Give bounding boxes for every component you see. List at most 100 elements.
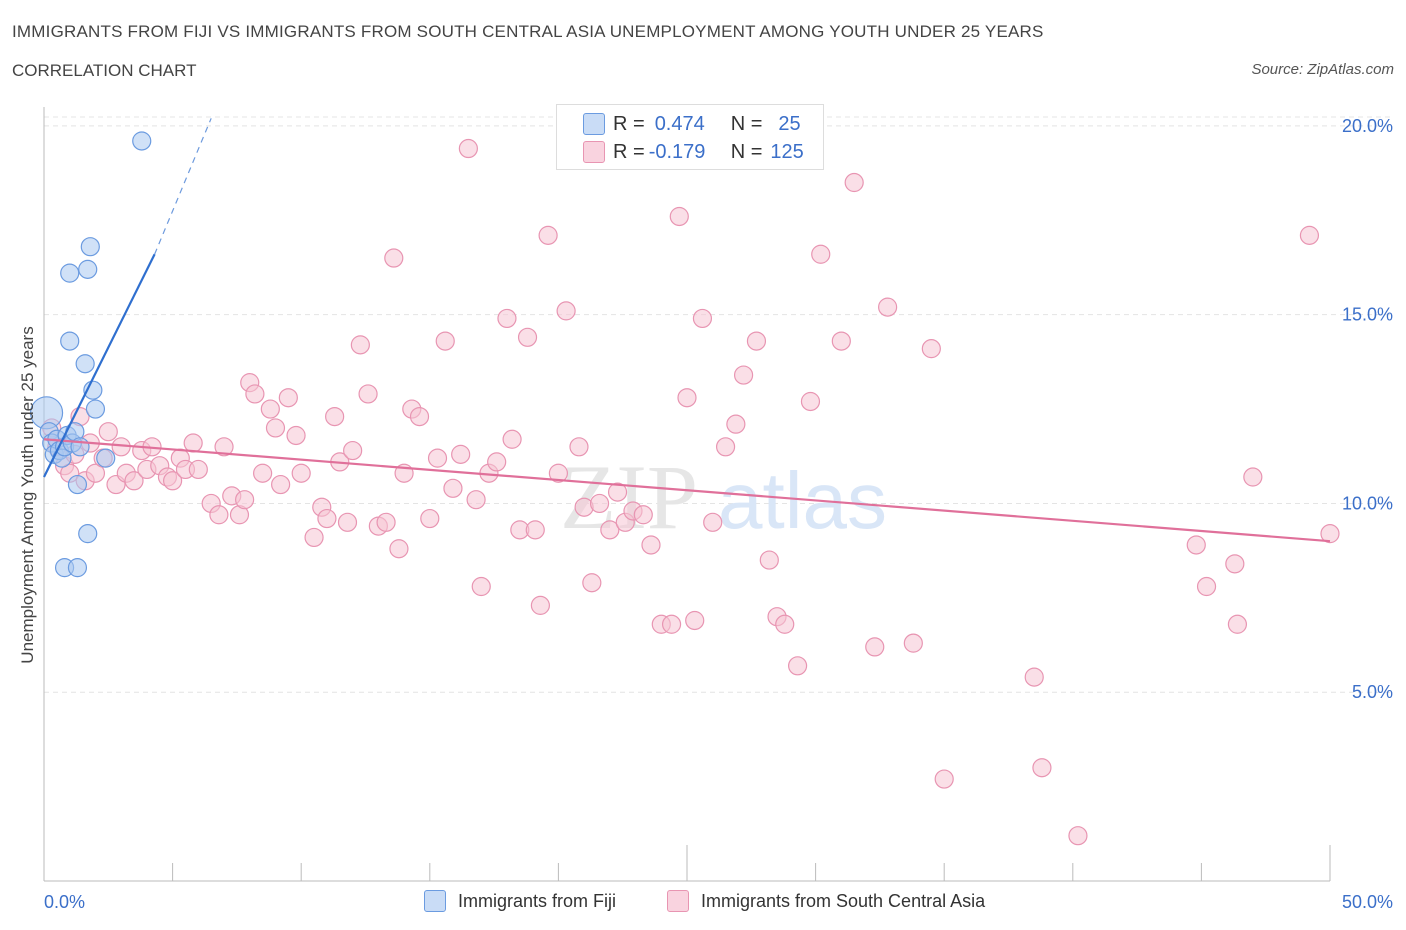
sca-point (641, 535, 661, 555)
sca-n-value: 125 (770, 140, 804, 163)
sca-point (350, 335, 370, 355)
fiji-point (60, 331, 80, 351)
sca-point (209, 505, 229, 525)
fiji-r-label: R = (613, 112, 645, 135)
y-tick-label: 20.0% (1342, 116, 1393, 136)
legend-row-fiji: R = 0.474 N = 25 (583, 113, 801, 135)
sca-point (291, 463, 311, 483)
sca-point (726, 414, 746, 434)
bottom-legend-sca: Immigrants from South Central Asia (667, 888, 985, 914)
sca-point (525, 520, 545, 540)
sca-point (831, 331, 851, 351)
sca-point (304, 527, 324, 548)
sca-point (569, 437, 589, 457)
y-axis-label: Unemployment Among Youth under 25 years (18, 326, 37, 664)
sca-point (865, 637, 885, 657)
sca-point (1196, 576, 1217, 597)
sca-point (685, 610, 705, 631)
legend-row-sca: R = -0.179 N = 125 (583, 141, 804, 163)
fiji-point (85, 399, 106, 419)
sca-point (1225, 554, 1245, 574)
sca-point (733, 365, 754, 385)
sca-point (517, 327, 538, 347)
sca-point (85, 463, 106, 483)
sca-point (376, 512, 396, 532)
sca-point (903, 633, 923, 653)
sca-point (435, 331, 455, 351)
sca-point (715, 437, 736, 457)
fiji-n-label: N = (730, 112, 763, 135)
y-tick-label: 5.0% (1352, 682, 1393, 702)
sca-r-value: -0.179 (648, 140, 706, 163)
watermark-atlas: atlas (718, 456, 887, 545)
sca-point (163, 471, 183, 491)
sca-point (183, 433, 203, 453)
fiji-n-value: 25 (778, 112, 801, 135)
sca-point (878, 297, 898, 317)
sca-point (1186, 535, 1206, 555)
sca-point (214, 437, 234, 457)
sca-point (253, 463, 273, 483)
sca-point (1299, 225, 1320, 245)
watermark-zip: ZIP (560, 446, 698, 548)
sca-point (420, 508, 440, 529)
sca-point (98, 422, 118, 442)
fiji-point (80, 237, 100, 257)
fiji-point (67, 558, 88, 578)
sca-point (286, 425, 306, 446)
y-tick-label: 15.0% (1342, 305, 1393, 325)
sca-point (384, 248, 404, 268)
fiji-point (132, 131, 152, 151)
sca-point (692, 308, 713, 329)
fiji-point (96, 448, 116, 468)
sca-point (589, 493, 610, 514)
sca-point (1032, 758, 1052, 778)
sca-point (265, 418, 286, 438)
sca-point (271, 474, 291, 495)
stats-legend: R = 0.474 N = 25 R = -0.179 N = 125 (556, 104, 824, 170)
bottom-fiji-swatch (424, 890, 446, 912)
y-tick-label: 10.0% (1342, 493, 1393, 513)
sca-point (427, 448, 448, 468)
sca-point (844, 172, 864, 193)
sca-point (343, 440, 363, 461)
sca-point (677, 388, 697, 408)
sca-point (188, 459, 208, 480)
sca-point (800, 391, 821, 412)
sca-point (582, 573, 602, 593)
sca-point (497, 308, 517, 329)
sca-point (1320, 524, 1340, 544)
sca-n-label: N = (730, 140, 763, 163)
sca-r-label: R = (613, 140, 645, 163)
sca-point (787, 656, 808, 676)
sca-point (746, 331, 767, 351)
sca-point (934, 769, 954, 789)
fiji-point (67, 474, 88, 495)
sca-point (811, 244, 831, 264)
gridlines (44, 116, 1390, 693)
fiji-point (78, 259, 98, 279)
sca-point (759, 550, 779, 570)
x-tick-label: 0.0% (44, 892, 85, 912)
chart-subtitle: CORRELATION CHART (12, 61, 197, 80)
sca-point (1068, 826, 1088, 846)
sca-point (278, 388, 298, 408)
x-tick-label: 50.0% (1342, 892, 1393, 912)
fiji-point (75, 354, 95, 374)
tick-labels: 5.0% 10.0% 15.0% 20.0% 0.0% 50.0% (44, 116, 1393, 912)
sca-point (358, 384, 378, 404)
bottom-fiji-label: Immigrants from Fiji (458, 890, 617, 911)
sca-point (661, 614, 682, 634)
sca-point (530, 595, 550, 615)
fiji-series (29, 131, 152, 578)
sca-point (466, 490, 486, 510)
sca-point (471, 576, 491, 597)
sca-point (502, 429, 522, 449)
sca-point (633, 505, 653, 525)
sca-point (458, 138, 478, 159)
sca-point (921, 339, 941, 359)
sca-point (1024, 667, 1044, 687)
sca-point (607, 482, 628, 502)
sca-point (451, 444, 471, 464)
